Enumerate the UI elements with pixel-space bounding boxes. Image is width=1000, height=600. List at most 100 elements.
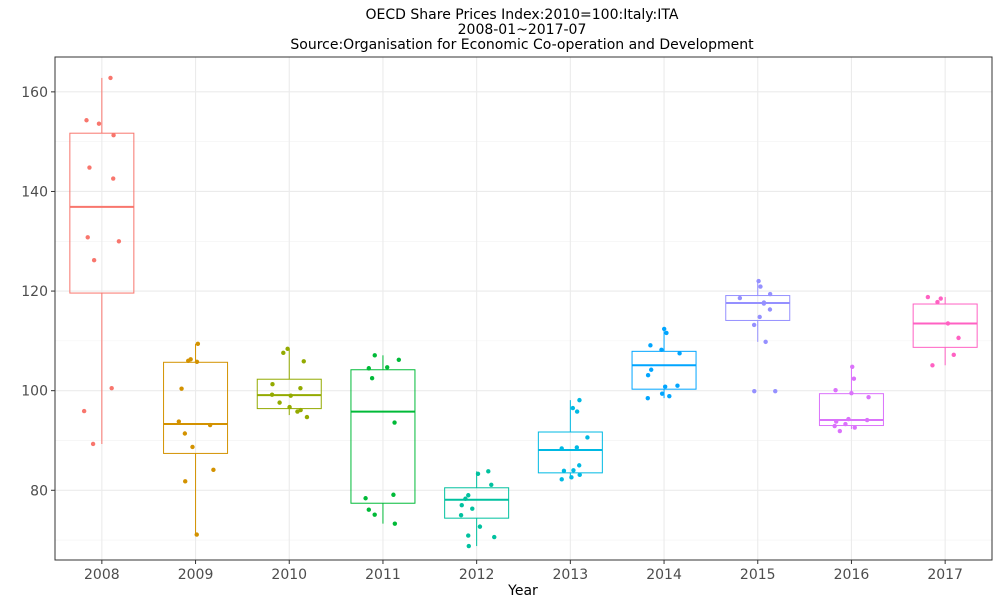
data-point: [90, 441, 96, 447]
data-point: [833, 387, 838, 393]
data-point: [195, 341, 201, 347]
data-point: [87, 165, 92, 170]
x-tick-label: 2008: [84, 567, 120, 583]
data-point: [287, 404, 292, 410]
data-point: [667, 393, 672, 399]
data-point: [116, 239, 122, 244]
points-2010: [269, 346, 310, 420]
data-point: [659, 347, 664, 353]
x-tick-label: 2013: [553, 567, 589, 583]
box-2011: [350, 355, 416, 524]
x-tick-label: 2010: [271, 567, 307, 583]
data-point: [661, 326, 667, 332]
data-point: [935, 299, 940, 305]
y-tick-label: 80: [30, 483, 48, 499]
box-2016: [818, 367, 884, 430]
data-point: [111, 176, 116, 181]
chart-subtitle: 2008-01~2017-07: [458, 22, 587, 38]
data-point: [466, 543, 471, 549]
data-point: [756, 278, 761, 284]
data-point: [363, 496, 368, 501]
data-point: [773, 388, 778, 394]
y-tick-label: 120: [21, 284, 48, 300]
box-body: [256, 378, 322, 410]
x-tick-label: 2011: [365, 567, 401, 583]
data-point: [477, 524, 483, 529]
data-point: [763, 339, 768, 345]
data-point: [751, 322, 757, 328]
data-point: [96, 121, 102, 126]
data-point: [645, 395, 650, 401]
points-2008: [81, 75, 122, 447]
data-point: [849, 390, 854, 396]
data-point: [301, 359, 306, 364]
points-2013: [559, 397, 590, 482]
data-point: [392, 521, 398, 526]
data-point: [758, 284, 763, 289]
data-point: [648, 367, 654, 372]
data-point: [561, 468, 567, 474]
data-point: [938, 296, 943, 301]
data-point: [851, 376, 857, 381]
data-point: [945, 321, 951, 326]
data-point: [767, 291, 773, 297]
data-point: [194, 359, 200, 364]
chart-source: Source:Organisation for Economic Co-oper…: [290, 37, 754, 53]
data-point: [183, 479, 188, 484]
data-point: [659, 391, 665, 396]
data-point: [834, 419, 839, 424]
box-2008: [69, 77, 135, 444]
box-body: [444, 487, 510, 519]
data-point: [270, 381, 275, 387]
data-point: [850, 364, 855, 369]
box-2015: [725, 281, 791, 342]
data-point: [837, 428, 843, 434]
data-point: [843, 421, 848, 427]
data-point: [111, 132, 116, 138]
data-point: [211, 467, 216, 473]
data-point: [930, 363, 935, 368]
data-point: [176, 419, 182, 424]
data-point: [207, 422, 213, 428]
data-point: [84, 118, 89, 123]
data-point: [459, 503, 464, 508]
data-point: [956, 335, 961, 341]
data-point: [179, 386, 184, 391]
data-point: [295, 409, 300, 414]
points-layer: [81, 75, 961, 549]
boxes-layer: [69, 77, 978, 547]
data-point: [570, 405, 576, 411]
points-2009: [176, 341, 216, 537]
points-2012: [458, 469, 497, 549]
y-axis-ticks: 80 100 120 140 160: [21, 85, 55, 499]
data-point: [366, 507, 372, 512]
data-point: [559, 477, 564, 482]
data-point: [372, 353, 377, 358]
x-tick-label: 2015: [740, 567, 776, 583]
data-point: [577, 397, 582, 403]
box-body: [69, 132, 135, 294]
data-point: [298, 385, 303, 391]
data-point: [186, 358, 191, 363]
data-point: [852, 425, 857, 430]
data-point: [645, 373, 651, 378]
data-point: [925, 294, 931, 300]
data-point: [486, 469, 491, 474]
data-point: [677, 351, 682, 356]
data-point: [269, 392, 275, 397]
box-body: [350, 369, 416, 504]
data-point: [190, 444, 195, 450]
data-point: [396, 357, 402, 362]
data-point: [585, 435, 590, 440]
data-point: [577, 472, 582, 478]
x-tick-label: 2014: [646, 567, 682, 583]
data-point: [108, 75, 113, 81]
data-point: [281, 350, 286, 356]
x-tick-label: 2016: [834, 567, 870, 583]
data-point: [574, 445, 580, 450]
data-point: [648, 343, 653, 348]
data-point: [182, 431, 188, 436]
data-point: [285, 346, 290, 352]
data-point: [366, 366, 372, 371]
